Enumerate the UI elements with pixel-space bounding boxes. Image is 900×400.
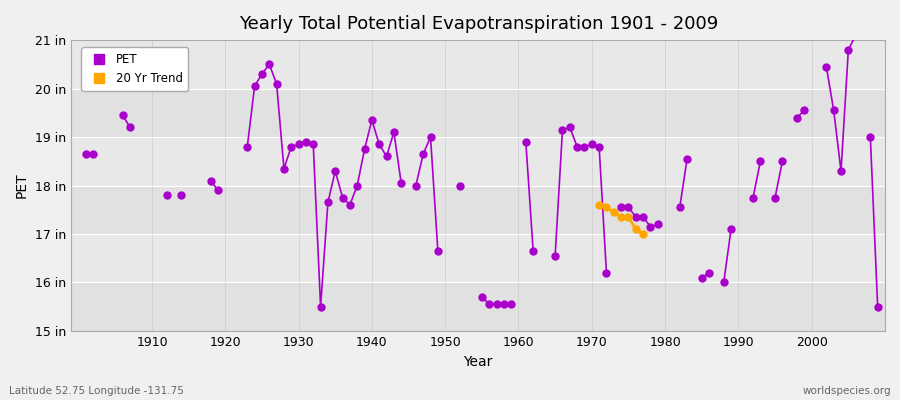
Y-axis label: PET: PET <box>15 173 29 198</box>
Title: Yearly Total Potential Evapotranspiration 1901 - 2009: Yearly Total Potential Evapotranspiratio… <box>238 15 718 33</box>
X-axis label: Year: Year <box>464 355 493 369</box>
Legend: PET, 20 Yr Trend: PET, 20 Yr Trend <box>81 48 188 91</box>
Text: Latitude 52.75 Longitude -131.75: Latitude 52.75 Longitude -131.75 <box>9 386 184 396</box>
Bar <box>71 88 885 137</box>
Bar <box>71 186 885 234</box>
Text: worldspecies.org: worldspecies.org <box>803 386 891 396</box>
Bar <box>71 282 885 331</box>
